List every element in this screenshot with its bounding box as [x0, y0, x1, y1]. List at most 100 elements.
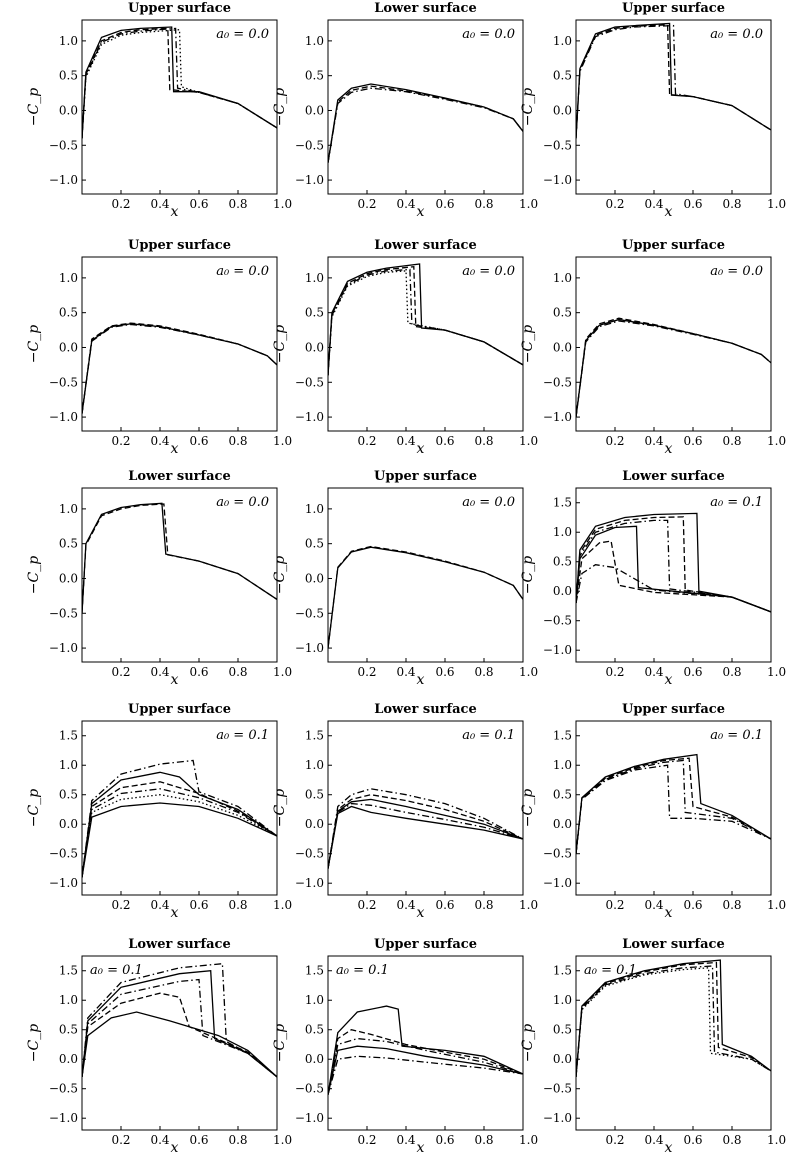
x-axis-label: x [417, 905, 425, 921]
x-tick-label: 1.0 [273, 434, 292, 448]
x-tick-label: 0.2 [111, 665, 130, 679]
x-tick-label: 1.0 [767, 197, 786, 211]
y-tick-label: 0.5 [305, 69, 324, 83]
series-line-2 [82, 771, 277, 878]
x-tick-label: 0.8 [228, 898, 247, 912]
plot-frame [327, 487, 524, 663]
x-tick-label: 0.6 [189, 665, 208, 679]
series-line-2 [82, 322, 277, 414]
y-tick-label: 1.5 [59, 964, 78, 978]
series-line-4 [82, 788, 277, 878]
series-line-3 [328, 87, 523, 163]
y-tick-label: 1.5 [305, 964, 324, 978]
x-tick-label: 0.6 [435, 665, 454, 679]
y-axis-label: −C_p [26, 325, 42, 363]
x-tick-label: 0.2 [605, 898, 624, 912]
y-tick-label: −1.0 [49, 876, 78, 890]
series-line-4 [328, 1045, 523, 1095]
y-tick-label: 1.0 [305, 758, 324, 772]
plot-frame [327, 955, 524, 1131]
series-line-4 [328, 802, 523, 869]
x-tick-label: 0.4 [644, 197, 663, 211]
x-tick-label: 0.6 [435, 1133, 454, 1147]
series-line-1 [82, 26, 277, 139]
y-tick-label: 0.5 [305, 788, 324, 802]
y-tick-label: 0.5 [59, 537, 78, 551]
x-tick-label: 1.0 [519, 1133, 538, 1147]
y-tick-label: 1.0 [305, 502, 324, 516]
y-tick-label: 0.0 [59, 1052, 78, 1066]
annotation: a₀ = 0.0 [216, 27, 269, 42]
y-axis-label: −C_p [26, 556, 42, 594]
y-axis-label: −C_p [520, 1024, 536, 1062]
y-tick-label: 0.0 [305, 571, 324, 585]
y-tick-label: 0.5 [553, 306, 572, 320]
plot-frame [327, 256, 524, 432]
annotation: a₀ = 0.0 [710, 264, 763, 279]
x-tick-label: 0.2 [357, 197, 376, 211]
series-line-1 [328, 546, 523, 649]
subplot-10: Upper surface 0.2 0.4 0.6 0.8 1.0 −1.0 −0.5 0.0 0… [26, 702, 292, 921]
y-tick-label: 0.5 [305, 1023, 324, 1037]
series-line-3 [82, 978, 277, 1078]
series-line-1 [576, 318, 771, 418]
subplot-4: Upper surface 0.2 0.4 0.6 0.8 1.0 −1.0 −0.5 0.0 0… [26, 238, 292, 457]
x-tick-label: 0.8 [228, 434, 247, 448]
y-tick-label: −0.5 [295, 375, 324, 389]
y-tick-label: 1.5 [305, 729, 324, 743]
y-tick-label: 1.0 [553, 525, 572, 539]
x-tick-label: 0.8 [474, 898, 493, 912]
x-tick-label: 0.8 [474, 434, 493, 448]
annotation: a₀ = 0.1 [462, 728, 515, 743]
y-tick-label: −0.5 [543, 614, 572, 628]
series-line-3 [82, 323, 277, 414]
plot-frame [327, 720, 524, 896]
y-tick-label: 1.0 [59, 502, 78, 516]
y-tick-label: 0.0 [305, 1052, 324, 1066]
series-line-2 [328, 794, 523, 869]
y-tick-label: −1.0 [295, 641, 324, 655]
x-axis-label: x [417, 1140, 425, 1156]
series-line-2 [576, 961, 771, 1077]
y-tick-label: −0.5 [49, 138, 78, 152]
y-tick-label: −1.0 [49, 1111, 78, 1125]
x-tick-label: 1.0 [767, 434, 786, 448]
y-axis-label: −C_p [272, 88, 288, 126]
x-tick-label: 0.6 [189, 197, 208, 211]
y-tick-label: 1.0 [305, 34, 324, 48]
series-line-3 [576, 320, 771, 418]
x-tick-label: 0.6 [189, 898, 208, 912]
annotation: a₀ = 0.1 [710, 495, 763, 510]
series-line-1 [82, 962, 277, 1078]
series-line-5 [328, 1055, 523, 1095]
x-axis-label: x [417, 441, 425, 457]
series-line-4 [576, 525, 771, 613]
x-tick-label: 0.4 [644, 898, 663, 912]
y-tick-label: 1.5 [553, 729, 572, 743]
x-tick-label: 0.4 [644, 665, 663, 679]
y-tick-label: 0.0 [553, 817, 572, 831]
series-line-4 [576, 764, 771, 854]
y-tick-label: −1.0 [543, 1111, 572, 1125]
y-tick-label: −1.0 [295, 410, 324, 424]
plot-frame [81, 955, 278, 1131]
x-tick-label: 0.8 [228, 197, 247, 211]
x-axis-label: x [665, 1140, 673, 1156]
x-tick-label: 0.2 [111, 898, 130, 912]
x-tick-label: 0.2 [357, 434, 376, 448]
x-tick-label: 0.6 [683, 665, 702, 679]
x-tick-label: 0.6 [189, 1133, 208, 1147]
series-line-3 [82, 27, 277, 139]
y-axis-label: −C_p [26, 88, 42, 126]
x-tick-label: 0.4 [396, 1133, 415, 1147]
x-tick-label: 0.8 [722, 1133, 741, 1147]
x-axis-label: x [417, 204, 425, 220]
subplot-15: Lower surface 0.2 0.4 0.6 0.8 1.0 −1.0 −0.5 0.0 0… [520, 937, 786, 1156]
series-line-2 [82, 503, 277, 614]
plot-frame [81, 720, 278, 896]
y-tick-label: 1.0 [59, 34, 78, 48]
annotation: a₀ = 0.0 [216, 264, 269, 279]
x-tick-label: 0.2 [605, 434, 624, 448]
x-tick-label: 0.2 [111, 1133, 130, 1147]
